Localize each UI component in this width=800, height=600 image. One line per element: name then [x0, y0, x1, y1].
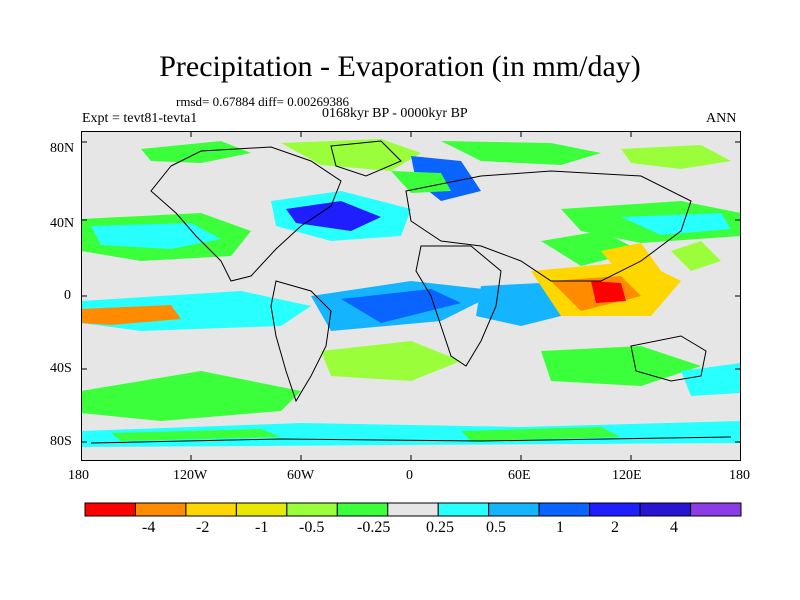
lat-label-40n: 40N	[50, 216, 75, 231]
lon-label-0: 0	[406, 468, 413, 483]
experiment-label: Expt = tevt81-tevta1	[82, 111, 198, 126]
colorbar-box-11	[639, 502, 692, 517]
colorbar-label-neg4: -4	[142, 519, 156, 536]
lon-label-60e: 60E	[508, 468, 531, 483]
colorbar-box-2	[185, 502, 237, 517]
plot-title: Precipitation - Evaporation (in mm/day)	[159, 50, 641, 83]
colorbar-box-7	[437, 502, 490, 517]
period-text: 0168kyr BP - 0000kyr BP	[322, 106, 468, 121]
lon-label-60w: 60W	[287, 468, 315, 483]
colorbar-box-3	[235, 502, 288, 517]
colorbar-box-9	[538, 502, 591, 517]
colorbar-box-5	[336, 502, 389, 517]
lon-label-180e: 180	[729, 468, 750, 483]
colorbar-label-4: 4	[670, 519, 678, 536]
colorbar-label-neg05: -0.5	[299, 519, 325, 536]
colorbar-label-neg025: -0.25	[357, 519, 391, 536]
colorbar-label-2: 2	[611, 519, 619, 536]
colorbar	[84, 502, 742, 517]
world-map	[81, 131, 741, 461]
colorbar-label-neg1: -1	[255, 519, 269, 536]
colorbar-label-neg2: -2	[196, 519, 210, 536]
lat-label-80s: 80S	[50, 434, 72, 449]
lat-label-40s: 40S	[50, 361, 72, 376]
lon-label-120e: 120E	[612, 468, 642, 483]
colorbar-label-1: 1	[556, 519, 564, 536]
season-label: ANN	[706, 111, 737, 126]
coastlines	[90, 140, 732, 444]
colorbar-label-025: 0.25	[426, 519, 454, 536]
colorbar-label-05: 0.5	[486, 519, 506, 536]
colorbar-box-12	[690, 502, 742, 517]
colorbar-box-0	[84, 502, 136, 517]
lat-label-0: 0	[64, 288, 71, 303]
colorbar-box-1	[134, 502, 187, 517]
lon-label-180w: 180	[68, 468, 89, 483]
colorbar-box-4	[286, 502, 338, 517]
stats-text: rmsd= 0.67884 diff= 0.00269386	[176, 94, 349, 109]
map-frame	[81, 131, 741, 461]
lon-label-120w: 120W	[173, 468, 208, 483]
colorbar-box-8	[488, 502, 540, 517]
colorbar-box-10	[589, 502, 641, 517]
lat-label-80n: 80N	[50, 141, 75, 156]
colorbar-box-6	[387, 502, 439, 517]
